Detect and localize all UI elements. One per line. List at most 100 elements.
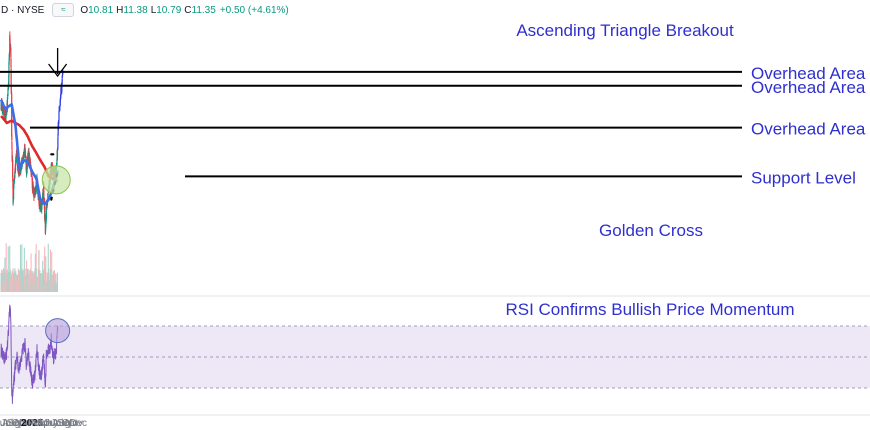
candle-body — [26, 171, 28, 175]
volume-bar — [34, 253, 36, 292]
time-axis-label: May — [39, 418, 58, 429]
candle-body — [8, 53, 10, 58]
volume-bar — [12, 268, 14, 292]
candle-body — [31, 189, 34, 191]
candle-body — [10, 58, 12, 68]
candle-body — [58, 110, 60, 120]
time-axis-label: Nov — [65, 418, 83, 429]
time-axis-label: Dec — [19, 418, 37, 429]
candle-body — [14, 173, 16, 178]
candle-body — [24, 146, 26, 149]
sma-50-line — [0, 99, 59, 207]
volume-bar — [23, 247, 25, 292]
volume-bar — [19, 244, 22, 292]
symbol-label[interactable]: D · NYSE — [1, 4, 45, 16]
low-value: 10.79 — [156, 4, 182, 16]
candle-body — [10, 52, 12, 57]
candle-body — [8, 75, 10, 86]
candle-body — [5, 111, 7, 119]
candle-body — [45, 207, 47, 221]
breakout-arrow-head — [48, 63, 68, 78]
candle-body — [28, 154, 31, 161]
volume-bar — [7, 246, 9, 292]
candle-body — [57, 128, 59, 135]
candle-body — [11, 135, 13, 141]
time-axis-label: 2025 — [21, 418, 44, 429]
time-axis-label: Jul — [51, 418, 64, 429]
candle-body — [7, 97, 9, 99]
candle-body — [12, 175, 14, 182]
time-axis-label: Sep — [7, 418, 25, 429]
candle-body — [25, 157, 27, 170]
volume-bar — [47, 243, 49, 292]
volume-bar — [22, 269, 24, 292]
candle-body — [57, 121, 59, 130]
rsi-line — [0, 304, 59, 404]
candle-body — [56, 158, 58, 166]
volume-bar — [3, 270, 5, 292]
volume-bar — [13, 274, 15, 292]
open-value: 10.81 — [88, 4, 114, 16]
time-axis-label: Nov — [15, 418, 33, 429]
candle-body — [10, 85, 12, 94]
candle-body — [28, 151, 30, 157]
candle-body — [24, 151, 27, 157]
candle-body — [60, 95, 62, 99]
time-axis-label: Aug — [52, 418, 70, 429]
volume-bar — [30, 253, 32, 292]
candle-body — [20, 165, 22, 173]
candle-body — [8, 61, 10, 77]
candle-body — [11, 150, 13, 160]
candle-body — [2, 105, 5, 112]
candle-body — [44, 204, 46, 219]
level-label: Overhead Area — [751, 120, 866, 139]
candle-body — [23, 154, 25, 161]
candlesticks — [0, 31, 64, 236]
volume-bars — [0, 243, 59, 292]
candle-body — [7, 88, 9, 97]
candle-body — [61, 79, 63, 84]
candle-body — [18, 172, 20, 174]
open-key: O — [80, 4, 89, 16]
candle-body — [11, 158, 13, 161]
volume-bar — [56, 273, 59, 292]
time-axis-label: Jul — [0, 418, 13, 429]
rsi-highlight-marker — [45, 318, 71, 344]
volume-bar — [35, 244, 37, 292]
time-axis-label: Jun — [0, 418, 11, 429]
candle-body — [31, 171, 33, 176]
candle-body — [6, 97, 9, 110]
volume-bar — [38, 250, 40, 292]
candle-body — [61, 75, 63, 78]
close-key: C — [184, 4, 192, 16]
time-axis-label: Sep — [57, 418, 75, 429]
candle-body — [35, 181, 37, 192]
candle-body — [6, 108, 8, 113]
level-label: Overhead Area — [751, 78, 866, 97]
time-axis-label: Oct — [62, 418, 78, 429]
candle-body — [13, 189, 15, 200]
candle-body — [3, 108, 6, 114]
high-value: 11.38 — [123, 4, 148, 16]
candle-body — [7, 84, 9, 90]
candle-body — [9, 46, 11, 48]
candle-body — [25, 155, 27, 158]
compare-toggle[interactable]: ≈ — [52, 3, 75, 17]
candle-body — [57, 123, 60, 125]
time-axis-label: Apr — [37, 418, 53, 429]
annotations: Ascending Triangle Breakout Golden Cross R… — [41, 21, 795, 319]
candle-body — [11, 93, 13, 136]
candle-body — [11, 141, 13, 150]
volume-bar — [44, 246, 46, 292]
candle-body — [43, 183, 45, 193]
time-axis-label: Feb — [28, 418, 46, 429]
candle-body — [17, 160, 19, 168]
breakout-annotation: Ascending Triangle Breakout — [516, 21, 734, 40]
golden-cross-annotation: Golden Cross — [599, 221, 703, 240]
volume-bar — [5, 243, 7, 292]
candle-body — [60, 88, 62, 96]
candle-body — [47, 193, 49, 199]
candle-body — [41, 205, 43, 210]
